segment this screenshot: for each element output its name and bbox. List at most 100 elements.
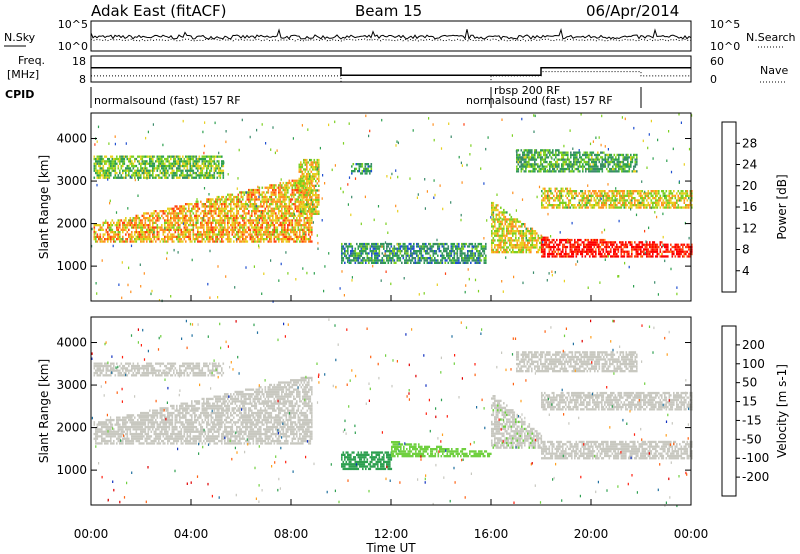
cell-7 <box>598 194 600 197</box>
cell-0 <box>264 233 267 236</box>
cell-0 <box>111 228 114 231</box>
cell-0 <box>186 219 189 222</box>
cell-1 <box>99 160 102 163</box>
cell-0 <box>284 184 286 187</box>
cell-2 <box>309 203 311 206</box>
cell-0 <box>147 226 150 229</box>
cell-5 <box>527 227 529 230</box>
cell-1 <box>104 176 106 179</box>
cell-7 <box>623 197 626 200</box>
cell-2 <box>298 196 301 199</box>
cell-1 <box>96 176 99 179</box>
cell-0 <box>296 238 298 241</box>
cell-7 <box>667 194 669 197</box>
cell-0 <box>111 231 114 234</box>
cell-0 <box>167 226 169 229</box>
cell-7 <box>562 204 564 207</box>
cell-0 <box>239 191 241 194</box>
cell-6 <box>650 250 653 253</box>
cell-6 <box>559 255 561 258</box>
cell-3 <box>410 261 412 264</box>
cell-0 <box>126 221 129 224</box>
cell-5 <box>530 232 532 235</box>
cell-0 <box>255 235 258 238</box>
cell-2 <box>304 212 307 215</box>
cell-7 <box>658 199 660 202</box>
cell-7 <box>619 199 621 202</box>
cell-7 <box>620 194 623 197</box>
cell-0 <box>270 203 273 206</box>
cell-6 <box>548 252 551 256</box>
cell-1 <box>216 155 219 158</box>
cell-3 <box>411 259 414 262</box>
cell-0 <box>168 226 171 229</box>
cell-3 <box>387 257 390 260</box>
cell-7 <box>590 206 593 209</box>
cell-7 <box>655 199 657 202</box>
cell-0 <box>149 231 151 234</box>
cell-7 <box>547 204 549 207</box>
cell-7 <box>676 199 678 202</box>
cell-0 <box>134 240 136 243</box>
cell-3 <box>368 252 370 255</box>
cell-0 <box>219 203 222 206</box>
cell-0 <box>267 217 270 220</box>
cell-5 <box>510 230 513 233</box>
cell-7 <box>685 192 687 195</box>
cell-0 <box>146 240 148 243</box>
cell-0 <box>249 221 252 224</box>
cell-7 <box>598 206 600 209</box>
cell-0 <box>161 224 163 227</box>
cell-7 <box>674 197 677 200</box>
cell-6 <box>583 245 585 249</box>
cell-2 <box>313 205 316 208</box>
cell-1 <box>171 174 174 177</box>
cell-0 <box>149 235 151 238</box>
cell-0 <box>101 228 103 231</box>
cell-4 <box>364 165 367 168</box>
cell-0 <box>113 221 115 224</box>
cell-2 <box>318 170 320 173</box>
cell-0 <box>299 228 301 231</box>
cell-0 <box>248 228 250 231</box>
cell-1 <box>122 162 124 165</box>
cell-3 <box>377 247 379 250</box>
cell-0 <box>126 226 129 229</box>
cell-1 <box>177 157 180 161</box>
cell-0 <box>309 219 312 222</box>
cell-0 <box>260 238 262 241</box>
cell-1 <box>156 167 159 170</box>
cell-0 <box>146 231 148 234</box>
cell-0 <box>98 238 100 241</box>
cell-3 <box>465 242 468 246</box>
cell-5 <box>519 244 522 247</box>
cell-5 <box>506 230 508 233</box>
cell-6 <box>559 243 561 246</box>
cell-2 <box>310 191 313 194</box>
cell-3 <box>386 242 388 246</box>
cell-7 <box>602 190 605 193</box>
cell-0 <box>264 217 267 220</box>
cell-0 <box>248 219 250 222</box>
cell-3 <box>440 259 442 262</box>
cell-3 <box>470 242 472 246</box>
cell-3 <box>417 242 420 246</box>
cell-6 <box>622 248 624 251</box>
cell-0 <box>266 205 268 208</box>
cell-0 <box>174 228 177 231</box>
cell-0 <box>284 226 286 229</box>
cell-0 <box>294 240 297 243</box>
cell-7 <box>569 190 572 193</box>
cell-0 <box>242 219 244 222</box>
cell-6 <box>641 255 644 258</box>
cell-3 <box>384 261 387 264</box>
cell-0 <box>191 207 193 210</box>
cell-7 <box>556 206 558 209</box>
cell-8 <box>520 167 523 171</box>
cell-6 <box>665 248 668 251</box>
cell-6 <box>596 245 599 249</box>
cell-0 <box>303 221 306 224</box>
cell-3 <box>375 245 378 248</box>
cell-0 <box>179 217 181 220</box>
cell-3 <box>452 242 454 246</box>
